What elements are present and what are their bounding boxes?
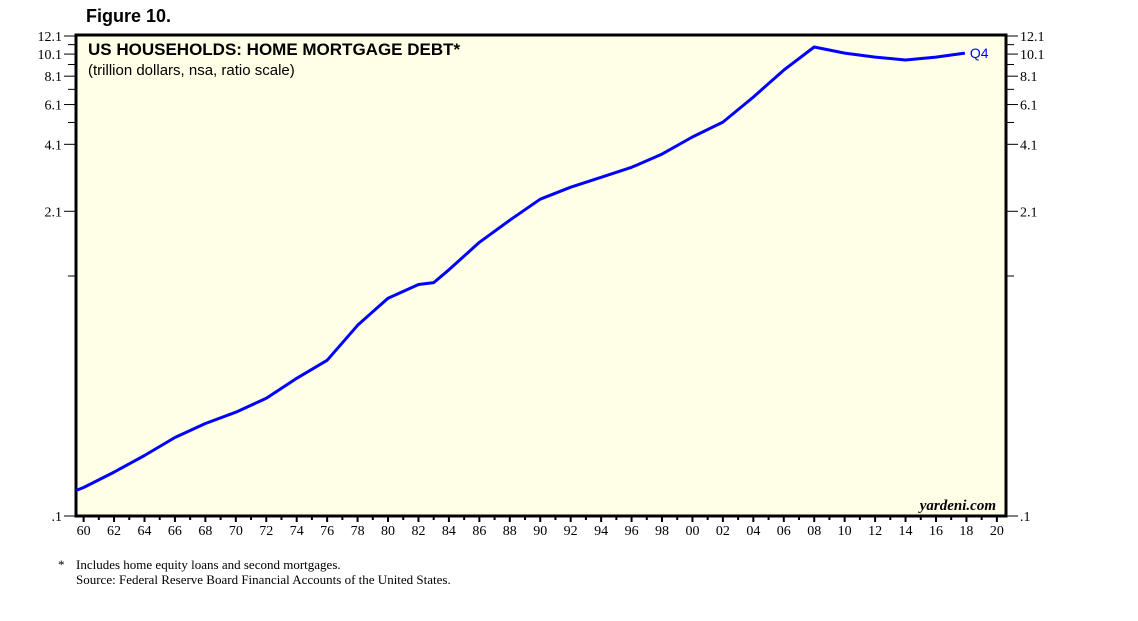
x-tick-label: 80 bbox=[381, 524, 395, 539]
figure-label: Figure 10. bbox=[86, 6, 172, 26]
y-tick-label-right: 10.1 bbox=[1020, 48, 1045, 63]
x-tick-label: 60 bbox=[77, 524, 91, 539]
x-tick-label: 98 bbox=[655, 524, 669, 539]
x-tick-label: 02 bbox=[716, 524, 730, 539]
x-tick-label: 92 bbox=[564, 524, 578, 539]
plot-area bbox=[74, 33, 1008, 518]
x-tick-label: 66 bbox=[168, 524, 182, 539]
watermark: yardeni.com bbox=[918, 498, 996, 514]
x-tick-label: 68 bbox=[198, 524, 212, 539]
x-tick-label: 76 bbox=[320, 524, 334, 539]
x-tick-label: 64 bbox=[137, 524, 151, 539]
x-tick-label: 78 bbox=[351, 524, 365, 539]
y-tick-label-left: .1 bbox=[52, 510, 63, 525]
x-tick-label: 86 bbox=[472, 524, 486, 539]
x-tick-label: 08 bbox=[807, 524, 821, 539]
x-tick-label: 00 bbox=[685, 524, 699, 539]
x-tick-label: 14 bbox=[899, 524, 913, 539]
x-tick-label: 70 bbox=[229, 524, 243, 539]
y-tick-label-right: 8.1 bbox=[1020, 70, 1038, 85]
x-tick-label: 04 bbox=[746, 524, 760, 539]
y-tick-label-right: 4.1 bbox=[1020, 138, 1038, 153]
source-note: Source: Federal Reserve Board Financial … bbox=[76, 572, 451, 587]
series-end-label: Q4 bbox=[970, 45, 989, 61]
y-tick-label-left: 8.1 bbox=[45, 70, 63, 85]
footnote-marker: * bbox=[58, 557, 65, 572]
series-line bbox=[75, 45, 966, 492]
y-tick-label-left: 6.1 bbox=[45, 99, 63, 114]
x-tick-label: 96 bbox=[625, 524, 639, 539]
y-tick-label-left: 12.1 bbox=[38, 30, 63, 45]
footnote: Includes home equity loans and second mo… bbox=[76, 557, 341, 572]
x-tick-label: 72 bbox=[259, 524, 273, 539]
x-tick-label: 06 bbox=[777, 524, 791, 539]
chart-title: US HOUSEHOLDS: HOME MORTGAGE DEBT* bbox=[88, 40, 461, 59]
y-tick-label-right: 2.1 bbox=[1020, 205, 1038, 220]
y-tick-label-right: 6.1 bbox=[1020, 99, 1038, 114]
y-tick-label-left: 4.1 bbox=[45, 138, 63, 153]
y-tick-label-right: .1 bbox=[1020, 510, 1031, 525]
x-tick-label: 18 bbox=[959, 524, 973, 539]
chart-subtitle: (trillion dollars, nsa, ratio scale) bbox=[88, 62, 295, 79]
x-tick-label: 88 bbox=[503, 524, 517, 539]
x-tick-label: 74 bbox=[290, 524, 304, 539]
x-tick-label: 12 bbox=[868, 524, 882, 539]
x-tick-label: 10 bbox=[838, 524, 852, 539]
x-tick-label: 94 bbox=[594, 524, 608, 539]
x-tick-label: 82 bbox=[411, 524, 425, 539]
x-tick-label: 90 bbox=[533, 524, 547, 539]
x-tick-label: 62 bbox=[107, 524, 121, 539]
y-tick-label-left: 10.1 bbox=[38, 48, 63, 63]
x-tick-label: 20 bbox=[990, 524, 1004, 539]
x-tick-label: 16 bbox=[929, 524, 943, 539]
x-tick-label: 84 bbox=[442, 524, 456, 539]
y-tick-label-right: 12.1 bbox=[1020, 30, 1045, 45]
y-tick-label-left: 2.1 bbox=[45, 205, 63, 220]
footnotes: * Includes home equity loans and second m… bbox=[58, 557, 451, 587]
